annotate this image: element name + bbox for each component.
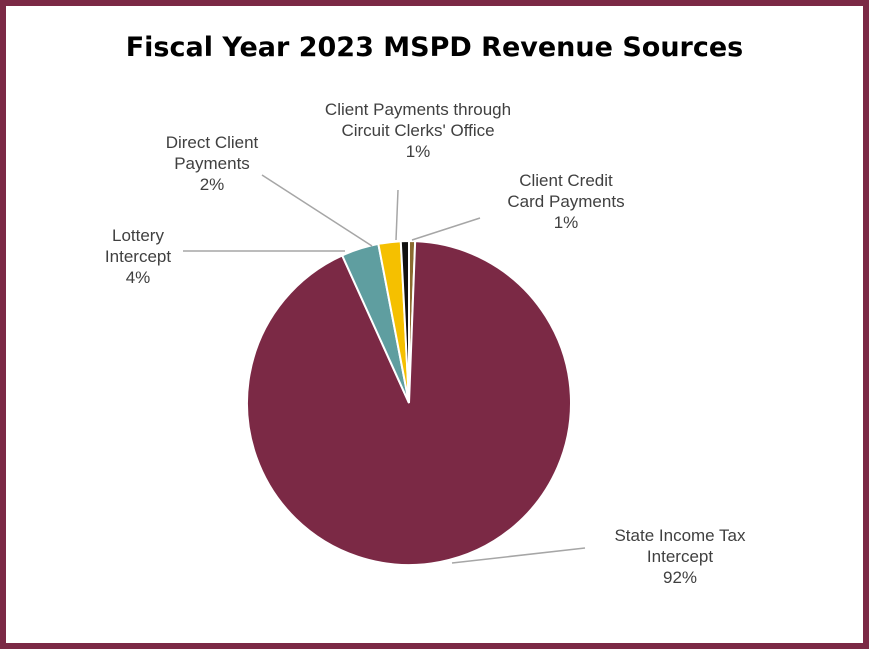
slice-label-1: State Income Tax Intercept 92% — [614, 526, 746, 587]
slice-name-line: Intercept — [105, 247, 171, 266]
chart-title: Fiscal Year 2023 MSPD Revenue Sources — [125, 32, 744, 63]
leader-lines — [183, 174, 586, 564]
leader-line-3 — [261, 174, 373, 247]
slice-label-0: Client Credit Card Payments 1% — [507, 171, 624, 232]
slice-name-line: Direct Client — [166, 133, 259, 152]
slice-percent-label: 2% — [200, 175, 225, 194]
leader-line-1 — [451, 547, 586, 564]
slice-name-line: State Income Tax — [614, 526, 746, 545]
slice-label-4: Client Payments through Circuit Clerks' O… — [325, 100, 511, 161]
slice-labels: Client Credit Card Payments 1% State Income… — [105, 100, 746, 587]
slice-percent-label: 92% — [663, 568, 697, 587]
slice-name-line: Intercept — [647, 547, 713, 566]
slice-name-line: Card Payments — [507, 192, 624, 211]
slice-name-line: Lottery — [112, 226, 164, 245]
slice-label-2: Lottery Intercept 4% — [105, 226, 171, 287]
slice-percent-label: 1% — [554, 213, 579, 232]
slice-name-line: Payments — [174, 154, 250, 173]
leader-line-4 — [395, 189, 399, 241]
leader-line-0 — [411, 217, 481, 241]
pie-slice-4 — [399, 239, 410, 404]
slice-percent-label: 4% — [126, 268, 151, 287]
pie-slices — [246, 239, 572, 566]
slice-label-3: Direct Client Payments 2% — [166, 133, 259, 194]
slice-name-line: Circuit Clerks' Office — [341, 121, 494, 140]
slice-name-line: Client Payments through — [325, 100, 511, 119]
slice-percent-label: 1% — [406, 142, 431, 161]
slice-name-line: Client Credit — [519, 171, 613, 190]
